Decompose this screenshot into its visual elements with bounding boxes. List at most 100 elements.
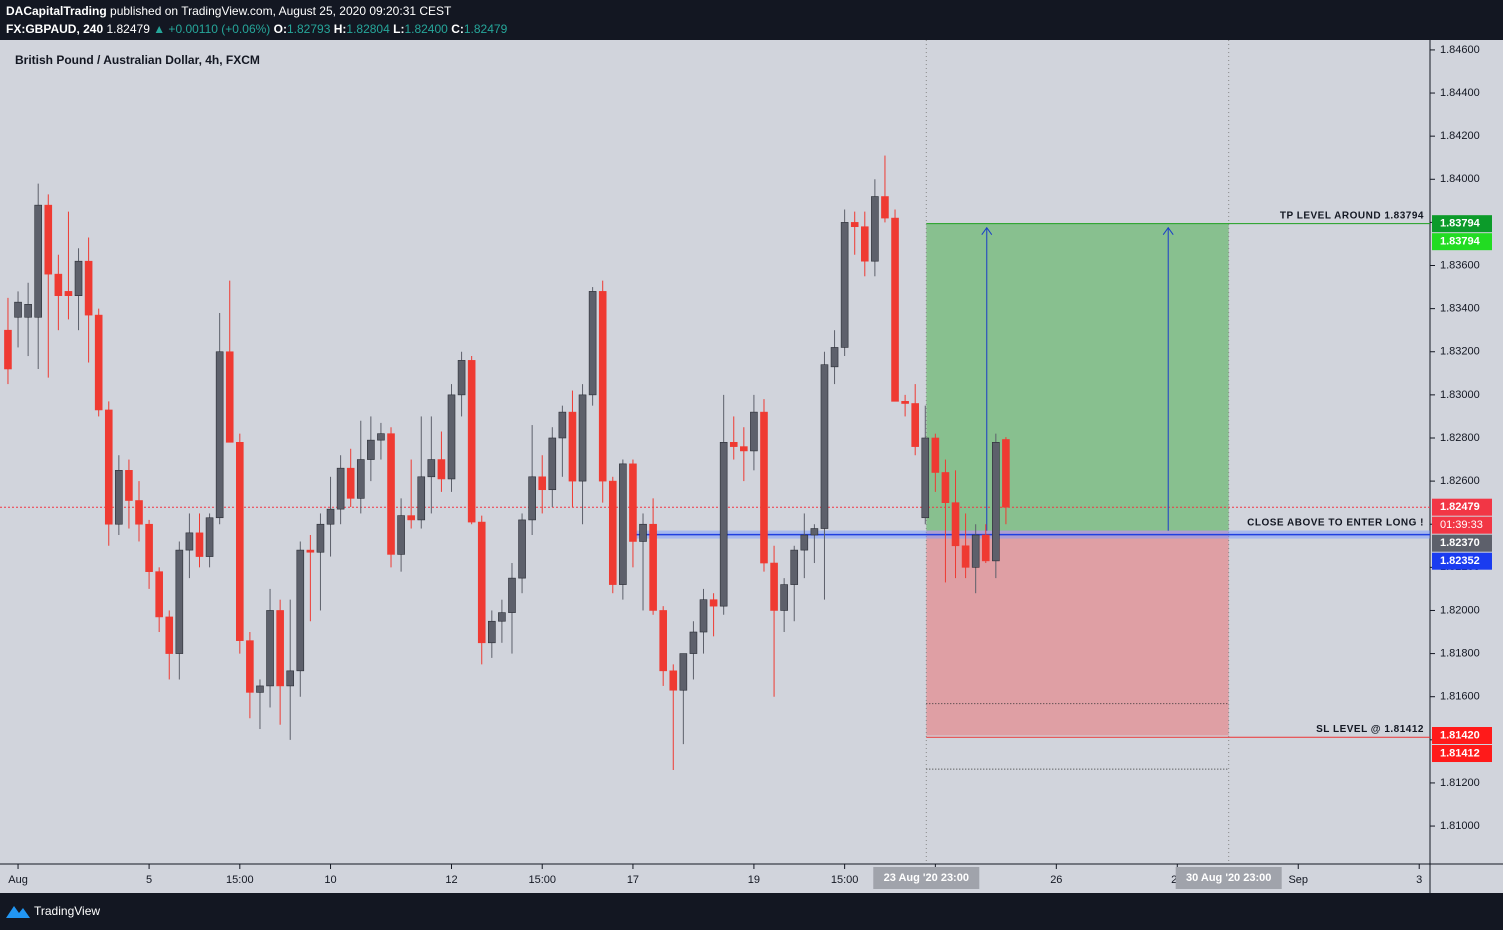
candle-body — [286, 670, 295, 687]
candle-body — [850, 222, 859, 228]
ohlc-value: 1.82400 — [404, 22, 448, 36]
candle-body — [659, 610, 667, 672]
candle-body — [256, 685, 264, 693]
published: published on TradingView.com, August 25,… — [110, 4, 452, 18]
ohlc-label: H: — [334, 22, 347, 36]
ohlc-value: 1.82793 — [287, 22, 331, 36]
candle-body — [54, 273, 63, 296]
candle-body — [165, 616, 174, 654]
y-tick-label: 1.82800 — [1440, 432, 1480, 444]
candle-body — [679, 653, 688, 691]
candle-body — [941, 472, 950, 503]
x-tick-label: 15:00 — [226, 874, 254, 886]
author: DACapitalTrading — [6, 4, 107, 18]
annotation: CLOSE ABOVE TO ENTER LONG ! — [1247, 517, 1424, 528]
candle-body — [34, 204, 43, 318]
candle-body — [719, 441, 728, 607]
candle-body — [689, 631, 698, 654]
ohlc-label: C: — [451, 22, 464, 36]
candle-body — [488, 620, 496, 644]
y-tick-label: 1.82000 — [1440, 604, 1480, 616]
candle-body — [780, 584, 788, 611]
candle-body — [921, 437, 930, 519]
candle-body — [467, 360, 476, 523]
candle-body — [629, 463, 637, 542]
candle-body — [951, 502, 960, 547]
ohlc-value: 1.82804 — [346, 22, 390, 36]
profit-zone — [926, 223, 1229, 531]
candle-body — [387, 433, 395, 555]
y-tick-label: 1.81200 — [1440, 777, 1480, 789]
candle-body — [44, 204, 53, 275]
symbol: FX:GBPAUD, 240 — [6, 22, 103, 36]
x-tick-label: 5 — [146, 874, 152, 886]
marker-label: 30 Aug '20 23:00 — [1186, 872, 1271, 884]
y-tick-label: 1.82600 — [1440, 475, 1480, 487]
candle-body — [336, 467, 345, 510]
x-tick-label: 17 — [627, 874, 639, 886]
y-tick-label: 1.84400 — [1440, 87, 1480, 99]
candle-body — [820, 364, 829, 529]
price-tag — [1432, 498, 1492, 516]
chart-title: British Pound / Australian Dollar, 4h, F… — [15, 53, 260, 67]
candle-body — [1002, 439, 1010, 508]
candle-body — [306, 549, 315, 553]
candle-body — [971, 534, 980, 568]
candle-body — [649, 523, 657, 611]
candle-body — [135, 500, 143, 525]
candle-body — [871, 196, 879, 262]
candle-body — [548, 437, 557, 491]
candle-body — [760, 411, 768, 564]
candle-body — [407, 515, 415, 521]
marker-box — [1175, 867, 1282, 889]
x-tick-label: 10 — [324, 874, 336, 886]
candle-body — [24, 304, 32, 318]
candle-body — [578, 394, 587, 482]
candle-body — [568, 411, 577, 482]
price-tag — [1432, 534, 1492, 552]
candle-body — [881, 196, 889, 219]
candle-body — [528, 476, 536, 521]
price-tag — [1432, 552, 1492, 570]
candle-body — [296, 549, 305, 672]
ohlc-label: L: — [393, 22, 404, 36]
x-tick-label: 26 — [1050, 874, 1062, 886]
x-tick-label: 12 — [445, 874, 457, 886]
footer-bar — [0, 893, 1503, 930]
candle-body — [215, 351, 224, 519]
y-tick-label: 1.81800 — [1440, 647, 1480, 659]
candle-body — [709, 599, 718, 607]
ohlc-value: 1.82479 — [464, 22, 508, 36]
candle-body — [699, 599, 708, 633]
candle-body — [316, 523, 325, 553]
x-tick-label: Sep — [1288, 874, 1308, 886]
y-tick-label: 1.84600 — [1440, 44, 1480, 56]
annotation: TP LEVEL AROUND 1.83794 — [1280, 210, 1424, 221]
price-tag-label: 1.81420 — [1440, 729, 1480, 741]
candle-body — [669, 670, 678, 691]
price-tag-label: 1.82479 — [1440, 501, 1480, 513]
candle-body — [790, 549, 799, 585]
candle-body — [558, 411, 567, 439]
price-tag-label: 1.83794 — [1440, 218, 1481, 230]
price-tag-label: 1.82352 — [1440, 555, 1480, 567]
candle-body — [84, 260, 93, 316]
candle-body — [437, 459, 446, 480]
candle-body — [236, 441, 244, 641]
candle-body — [397, 515, 405, 555]
x-tick-label: 19 — [748, 874, 760, 886]
candle-body — [911, 403, 919, 447]
candle-body — [810, 528, 819, 536]
candle-body — [891, 217, 899, 402]
candle-body — [608, 480, 617, 585]
candle-body — [770, 562, 778, 611]
candle-body — [155, 571, 163, 618]
x-tick-label: 15:00 — [528, 874, 556, 886]
price-tag-label: 1.82370 — [1440, 537, 1480, 549]
candle-body — [145, 523, 153, 572]
candle-body — [94, 314, 103, 411]
candle-body — [619, 463, 627, 585]
candle-body — [356, 459, 365, 499]
brand: TradingView — [34, 904, 100, 918]
